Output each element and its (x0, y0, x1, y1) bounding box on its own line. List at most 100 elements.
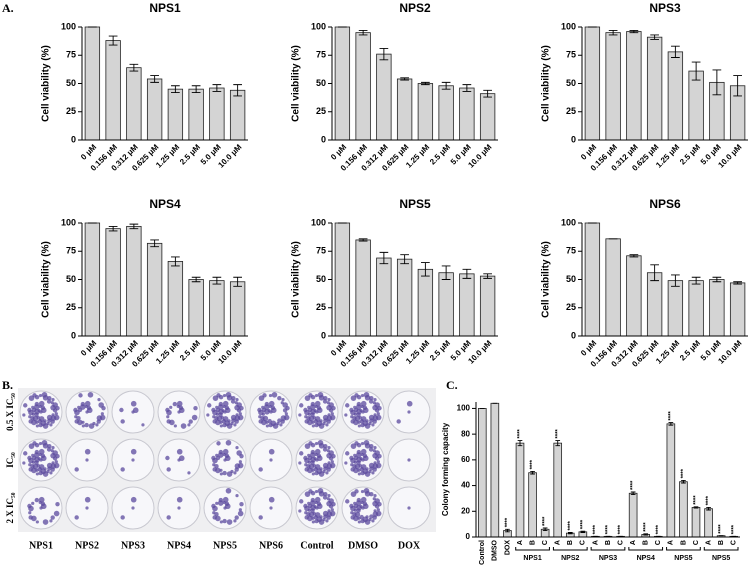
colony (365, 467, 369, 471)
colony (271, 391, 278, 398)
colony (172, 401, 178, 407)
error-bar (191, 276, 201, 283)
colony (233, 519, 237, 523)
colony (81, 420, 85, 424)
colony (316, 501, 322, 507)
colony (277, 395, 282, 401)
x-tick-label: C (580, 540, 587, 545)
colony (132, 407, 139, 414)
colony (141, 423, 145, 427)
colony (360, 393, 365, 398)
colony (314, 441, 319, 446)
significance-label: **** (543, 516, 549, 526)
colony (373, 398, 377, 402)
bar (459, 87, 475, 141)
significance-label: **** (505, 517, 511, 527)
plate-column-label: Control (300, 540, 333, 551)
bar (729, 282, 746, 337)
colony (53, 510, 60, 517)
colony (218, 412, 223, 417)
colony (345, 451, 350, 456)
colony (406, 400, 413, 407)
bar (229, 89, 246, 141)
colony (235, 413, 239, 417)
colony (193, 405, 198, 411)
error-bar (421, 262, 430, 277)
colony (28, 505, 34, 512)
bar (146, 242, 163, 337)
x-tick-label: A (630, 540, 637, 545)
colony (311, 472, 315, 476)
x-tick-label: 10.0 μM (716, 338, 743, 365)
bar (691, 507, 701, 538)
colony (327, 446, 331, 450)
colony (318, 442, 325, 449)
colony (74, 515, 79, 520)
colony (277, 418, 282, 423)
x-tick-label: B (718, 540, 725, 545)
group-bracket (590, 547, 626, 551)
colony (330, 460, 334, 464)
colony (95, 423, 99, 427)
colony (279, 423, 283, 427)
x-tick-label: B (680, 540, 687, 545)
colony (38, 500, 42, 505)
x-tick-label: 2.5 μM (178, 142, 202, 166)
colony (40, 405, 46, 411)
bar (84, 26, 101, 141)
colony (206, 413, 210, 417)
bar (490, 402, 500, 538)
colony (373, 509, 377, 513)
colony (239, 501, 244, 507)
colony (219, 424, 223, 428)
bar (605, 238, 621, 337)
colony (258, 395, 265, 401)
colony (166, 515, 171, 520)
colony (28, 511, 32, 515)
colony (322, 421, 326, 426)
colony (46, 469, 50, 474)
colony (188, 419, 193, 424)
bar (146, 78, 163, 141)
colony (326, 452, 332, 459)
x-tick-label: B (643, 540, 650, 545)
chart-title: NPS1 (149, 1, 181, 15)
error-bar (129, 223, 139, 230)
colony (173, 424, 177, 428)
significance-label: **** (631, 480, 637, 490)
colony (224, 405, 230, 411)
colony (120, 467, 125, 472)
colony (236, 450, 242, 456)
group-label: NPS3 (599, 555, 617, 562)
colony (234, 401, 238, 405)
colony (46, 462, 53, 469)
colony (234, 515, 239, 520)
colony (354, 511, 361, 518)
colony (230, 469, 234, 474)
colony (222, 470, 227, 476)
colony (372, 452, 378, 459)
colony (344, 461, 348, 465)
error-bar (671, 45, 680, 58)
group-bracket (552, 547, 588, 551)
bar (229, 281, 246, 337)
error-bar (108, 35, 118, 46)
colony (360, 416, 367, 422)
significance-label: **** (694, 495, 700, 505)
colony (34, 395, 40, 400)
colony (280, 415, 287, 421)
colony (177, 506, 181, 510)
x-tick-label: 10.0 μM (466, 142, 493, 169)
colony (54, 460, 58, 464)
colony (258, 515, 263, 520)
colony (217, 500, 224, 506)
colony (298, 509, 302, 513)
colony (371, 471, 375, 475)
colony (222, 416, 229, 422)
colony (237, 510, 244, 517)
significance-label: **** (706, 495, 712, 505)
bar (477, 408, 487, 538)
colony (368, 447, 374, 452)
colony (38, 441, 43, 446)
colony (365, 515, 369, 519)
